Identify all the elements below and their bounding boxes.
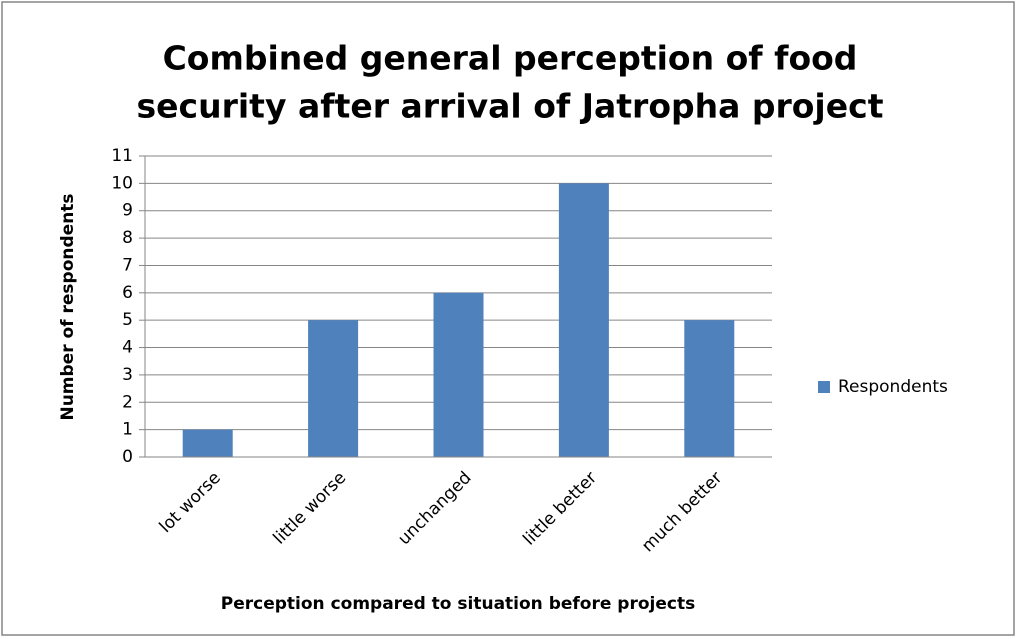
bar	[558, 183, 609, 457]
y-tick-label: 7	[122, 255, 133, 275]
y-tick-label: 6	[122, 283, 133, 303]
legend-swatch	[818, 381, 830, 393]
y-tick-label: 5	[122, 310, 133, 330]
y-tick-label: 2	[122, 392, 133, 412]
y-tick-label: 8	[122, 228, 133, 248]
y-tick-label: 11	[111, 146, 133, 166]
bar	[433, 292, 484, 457]
y-tick-label: 10	[111, 173, 133, 193]
x-axis-title: Perception compared to situation before …	[221, 594, 695, 614]
y-tick-label: 4	[122, 338, 133, 358]
bar	[684, 320, 735, 457]
y-tick-label: 9	[122, 201, 133, 221]
y-tick-label: 0	[122, 447, 133, 467]
chart-title: security after arrival of Jatropha proje…	[137, 87, 884, 126]
legend-label: Respondents	[838, 377, 948, 397]
y-tick-label: 3	[122, 365, 133, 385]
chart-title: Combined general perception of food	[163, 39, 858, 78]
bar	[182, 429, 233, 457]
bar	[308, 320, 359, 457]
y-tick-label: 1	[122, 420, 133, 440]
y-axis-title: Number of respondents	[58, 193, 78, 420]
